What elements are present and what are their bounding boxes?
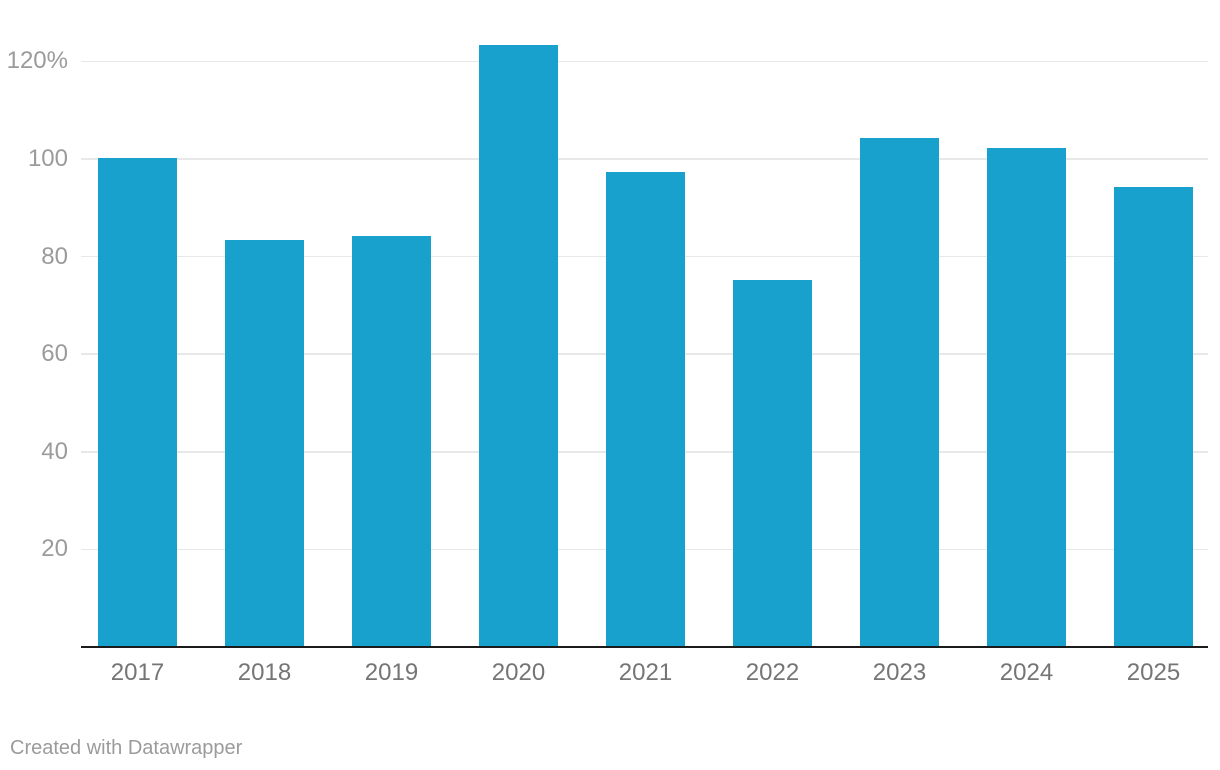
bar-2023[interactable]	[860, 137, 939, 646]
y-axis-label-80: 80	[41, 242, 68, 270]
bar-2017[interactable]	[98, 157, 177, 646]
bar-2021[interactable]	[606, 172, 685, 646]
x-axis-line	[81, 645, 1208, 648]
x-axis-label-2017: 2017	[110, 659, 165, 686]
gridline-120	[81, 60, 1208, 63]
bar-2018[interactable]	[225, 240, 304, 646]
x-axis-label-2018: 2018	[237, 659, 292, 686]
bar-2022[interactable]	[733, 279, 812, 646]
x-axis-label-2020: 2020	[491, 659, 546, 686]
y-axis-label-100: 100	[27, 145, 68, 172]
x-axis-label-2019: 2019	[364, 659, 419, 686]
bar-2024[interactable]	[987, 147, 1066, 646]
gridline-100	[81, 158, 1208, 160]
attribution-text: Created with Datawrapper	[10, 737, 243, 759]
y-axis-label-40: 40	[41, 437, 68, 465]
bar-2025[interactable]	[1114, 186, 1193, 646]
y-axis-label-120: 120%	[6, 47, 68, 75]
bar-2020[interactable]	[479, 45, 558, 646]
y-axis-label-60: 60	[41, 340, 68, 368]
x-axis-label-2025: 2025	[1126, 659, 1181, 686]
plot-area	[81, 0, 1208, 770]
x-axis-label-2023: 2023	[872, 659, 927, 686]
x-axis-label-2021: 2021	[618, 659, 673, 686]
y-axis-label-20: 20	[41, 535, 68, 563]
x-axis-label-2024: 2024	[999, 659, 1054, 686]
bar-2019[interactable]	[352, 235, 431, 646]
x-axis-label-2022: 2022	[745, 659, 800, 686]
